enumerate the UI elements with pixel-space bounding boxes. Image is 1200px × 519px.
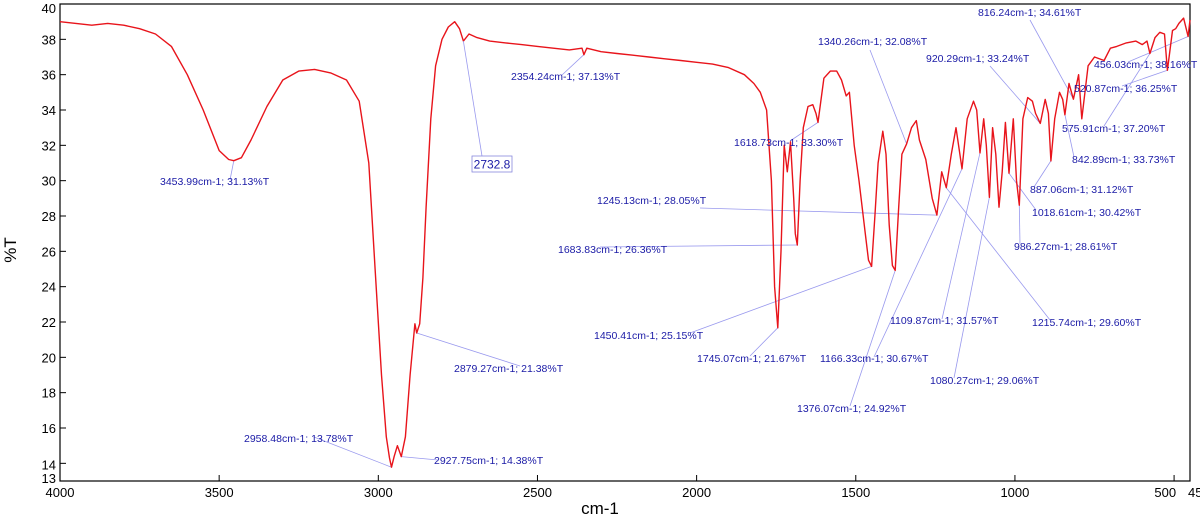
peak-label: 3453.99cm-1; 31.13%T bbox=[160, 176, 270, 188]
peak-leader-line bbox=[313, 436, 392, 468]
callout-box: 2732.8 bbox=[462, 41, 513, 173]
peak-leader-line bbox=[945, 187, 1051, 321]
peak-leader-line bbox=[416, 332, 521, 367]
peak-label: 575.91cm-1; 37.20%T bbox=[1062, 123, 1166, 135]
y-tick-label: 30 bbox=[42, 174, 56, 189]
peak-label: 1683.83cm-1; 26.36%T bbox=[558, 244, 668, 256]
peak-leader-line bbox=[1121, 69, 1168, 87]
y-tick-label: 16 bbox=[42, 421, 56, 436]
peak-leader-line bbox=[953, 197, 990, 379]
peak-leader-line bbox=[849, 270, 896, 407]
callout-label: 2732.8 bbox=[474, 158, 511, 172]
peak-leader-lines bbox=[229, 19, 1189, 468]
peak-label: 920.29cm-1; 33.24%T bbox=[926, 53, 1030, 65]
peak-label: 1376.07cm-1; 24.92%T bbox=[797, 403, 907, 415]
peak-labels: 3453.99cm-1; 31.13%T 2958.48cm-1; 13.78%T… bbox=[160, 7, 1198, 467]
peak-leader-line bbox=[401, 456, 439, 461]
peak-label: 1018.61cm-1; 30.42%T bbox=[1032, 207, 1142, 219]
peak-label: 816.24cm-1; 34.61%T bbox=[978, 7, 1082, 19]
y-tick-label: 36 bbox=[42, 68, 56, 83]
peak-label: 1450.41cm-1; 25.15%T bbox=[594, 330, 704, 342]
y-tick-label: 40 bbox=[42, 1, 56, 16]
peak-leader-line bbox=[1029, 19, 1074, 100]
peak-leader-line bbox=[941, 152, 981, 320]
peak-label: 986.27cm-1; 28.61%T bbox=[1014, 241, 1118, 253]
x-tick-label: 500 bbox=[1154, 485, 1176, 500]
y-tick-label: 13 bbox=[42, 471, 56, 486]
peak-label: 1215.74cm-1; 29.60%T bbox=[1032, 317, 1142, 329]
peak-label: 2927.75cm-1; 14.38%T bbox=[434, 455, 544, 467]
callout-leader-line bbox=[462, 41, 483, 157]
peak-leader-line bbox=[1064, 114, 1075, 158]
peak-label: 1340.26cm-1; 32.08%T bbox=[818, 36, 928, 48]
peak-leader-line bbox=[1008, 173, 1037, 211]
x-tick-label: 4000 bbox=[46, 485, 75, 500]
peak-label: 1745.07cm-1; 21.67%T bbox=[697, 353, 807, 365]
peak-label: 1245.13cm-1; 28.05%T bbox=[597, 195, 707, 207]
x-axis-title: cm-1 bbox=[581, 499, 619, 518]
y-tick-label: 14 bbox=[42, 457, 56, 472]
y-tick-label: 18 bbox=[42, 386, 56, 401]
x-tick-label: 1000 bbox=[1000, 485, 1029, 500]
y-tick-label: 20 bbox=[42, 350, 56, 365]
plot-frame bbox=[59, 3, 1191, 482]
x-tick-label: 450 bbox=[1188, 485, 1200, 500]
y-tick-label: 32 bbox=[42, 138, 56, 153]
x-tick-label: 2500 bbox=[523, 485, 552, 500]
peak-label: 887.06cm-1; 31.12%T bbox=[1030, 184, 1134, 196]
peak-leader-line bbox=[1033, 160, 1052, 188]
peak-label: 520.87cm-1; 36.25%T bbox=[1074, 83, 1178, 95]
peak-leader-line bbox=[689, 265, 872, 334]
y-tick-label: 24 bbox=[42, 280, 56, 295]
peak-label: 1166.33cm-1; 30.67%T bbox=[820, 353, 929, 365]
peak-leader-line bbox=[599, 244, 798, 248]
peak-label: 2958.48cm-1; 13.78%T bbox=[244, 433, 354, 445]
spectrum-line bbox=[59, 17, 1191, 468]
y-tick-label: 26 bbox=[42, 244, 56, 259]
x-axis: 4000 3500 3000 2500 2000 1500 1000 500 450 bbox=[46, 475, 1200, 500]
peak-label: 456.03cm-1; 38.16%T bbox=[1094, 59, 1198, 71]
peak-leader-line bbox=[869, 49, 907, 145]
peak-leader-line bbox=[1127, 36, 1189, 63]
peak-leader-line bbox=[749, 327, 779, 357]
x-tick-label: 3500 bbox=[205, 485, 234, 500]
peak-leader-line bbox=[1103, 53, 1151, 127]
peak-label: 1080.27cm-1; 29.06%T bbox=[930, 375, 1040, 387]
x-tick-label: 1500 bbox=[841, 485, 870, 500]
y-tick-label: 38 bbox=[42, 32, 56, 47]
peak-label: 1618.73cm-1; 33.30%T bbox=[734, 137, 844, 149]
callout-frame bbox=[471, 155, 513, 173]
peak-leader-line bbox=[873, 168, 963, 358]
peak-label: 1109.87cm-1; 31.57%T bbox=[890, 315, 999, 327]
peak-label: 842.89cm-1; 33.73%T bbox=[1072, 154, 1176, 166]
peak-label: 2879.27cm-1; 21.38%T bbox=[454, 363, 564, 375]
peak-leader-line bbox=[229, 160, 235, 181]
peak-leader-line bbox=[1018, 205, 1021, 245]
peak-leader-line bbox=[699, 207, 937, 216]
peak-leader-line bbox=[561, 54, 585, 76]
peak-label: 2354.24cm-1; 37.13%T bbox=[511, 71, 621, 83]
x-tick-label: 2000 bbox=[682, 485, 711, 500]
x-tick-label: 3000 bbox=[364, 485, 393, 500]
y-tick-label: 34 bbox=[42, 103, 56, 118]
peak-leader-line bbox=[789, 122, 819, 142]
y-tick-label: 28 bbox=[42, 209, 56, 224]
peak-leader-line bbox=[989, 65, 1041, 124]
y-tick-label: 22 bbox=[42, 315, 56, 330]
y-axis-title: %T bbox=[1, 237, 20, 263]
